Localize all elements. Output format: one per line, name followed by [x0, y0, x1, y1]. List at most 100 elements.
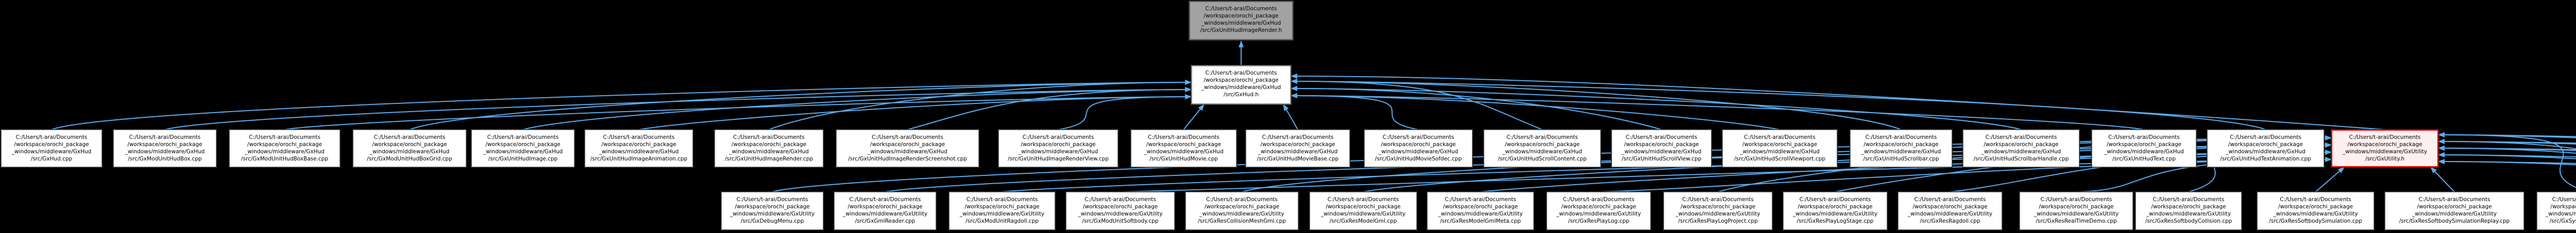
path-line: /src/GxModUnitHudBoxBase.cpp [241, 156, 329, 162]
path-line: _windows/middleware/GxHud [1018, 149, 1098, 155]
graph-node-GxUnitHudMovieBase[interactable]: C:/Users/t-arai/Documents/workspace/oroc… [1245, 129, 1350, 168]
graph-node-GxResSoftbodyCollision[interactable]: C:/Users/t-arai/Documents/workspace/oroc… [2135, 191, 2242, 230]
path-line: /src/GxResPlayLogProject.cpp [1678, 218, 1758, 224]
path-line: /workspace/orochi_package [2039, 204, 2114, 210]
path-line: /workspace/orochi_package [2550, 204, 2576, 210]
graph-node-GxUnitHudMovie[interactable]: C:/Users/t-arai/Documents/workspace/oroc… [1130, 129, 1237, 168]
graph-node-GxResRagdoll[interactable]: C:/Users/t-arai/Documents/workspace/oroc… [1897, 191, 2003, 230]
path-line: _windows/middleware/GxUtility [959, 211, 1045, 217]
path-line: C:/Users/t-arai/Documents [966, 196, 1038, 203]
path-line: _windows/middleware/GxHud [1621, 149, 1702, 155]
graph-node-GxUnitHudImageRenderView[interactable]: C:/Users/t-arai/Documents/workspace/oroc… [998, 129, 1118, 168]
graph-node-GxUnitHudScrollView[interactable]: C:/Users/t-arai/Documents/workspace/oroc… [1611, 129, 1712, 168]
graph-node-GxResModelGml[interactable]: C:/Users/t-arai/Documents/workspace/oroc… [1309, 191, 1417, 230]
path-line: C:/Users/t-arai/Documents [2040, 196, 2112, 203]
path-line: /src/GxUnitHudImage.cpp [488, 156, 558, 162]
path-line: C:/Users/t-arai/Documents [1148, 134, 1219, 140]
path-line: /workspace/orochi_package [731, 141, 807, 148]
graph-node-GxUnitHudText[interactable]: C:/Users/t-arai/Documents/workspace/oroc… [2091, 129, 2197, 168]
path-line: /src/GxUnitHudScrollbarHandle.cpp [1973, 156, 2069, 162]
graph-node-GxModUnitHudBox[interactable]: C:/Users/t-arai/Documents/workspace/oroc… [113, 129, 217, 168]
path-line: _windows/middleware/GxHud [2226, 149, 2306, 155]
path-line: _windows/middleware/GxHud [1861, 149, 1941, 155]
graph-node-GxResCollisionMeshGml[interactable]: C:/Users/t-arai/Documents/workspace/oroc… [1185, 191, 1299, 230]
graph-node-GxSysStagePlayLog[interactable]: C:/Users/t-arai/Documents/workspace/oroc… [2536, 191, 2576, 230]
path-line: _windows/middleware/GxHud [125, 149, 205, 155]
path-line: C:/Users/t-arai/Documents [736, 196, 808, 203]
graph-node-GxUnitHudImageAnimation[interactable]: C:/Users/t-arai/Documents/workspace/oroc… [584, 129, 693, 168]
graph-node-GxResPlayLogProject[interactable]: C:/Users/t-arai/Documents/workspace/oroc… [1663, 191, 1773, 230]
graph-node-GxUnitHudTextAnimation[interactable]: C:/Users/t-arai/Documents/workspace/oroc… [2207, 129, 2325, 168]
graph-node-GxResPlayLog[interactable]: C:/Users/t-arai/Documents/workspace/oroc… [1546, 191, 1651, 230]
path-line: /src/GxUnitHudScrollContent.cpp [1498, 156, 1587, 162]
path-line: /src/GxUnitHudScrollView.cpp [1621, 156, 1702, 162]
graph-node-GxModUnitRagdoll[interactable]: C:/Users/t-arai/Documents/workspace/oroc… [948, 191, 1056, 230]
path-line: _windows/middleware/GxHud [369, 149, 450, 155]
path-line: C:/Users/t-arai/Documents [2418, 196, 2490, 203]
path-line: _windows/middleware/GxUtility [1078, 211, 1163, 217]
path-line: C:/Users/t-arai/Documents [1327, 196, 1399, 203]
path-line: _windows/middleware/GxUtility [1199, 211, 1284, 217]
path-line: /src/GxUnitHudImageRenderScreenshot.cpp [848, 156, 967, 162]
path-line: C:/Users/t-arai/Documents [1506, 134, 1578, 140]
path-line: /workspace/orochi_package [964, 204, 1040, 210]
path-line: /workspace/orochi_package [14, 141, 89, 148]
path-line: /workspace/orochi_package [1624, 141, 1699, 148]
path-line: C:/Users/t-arai/Documents [1914, 196, 1986, 203]
path-line: /workspace/orochi_package [1326, 204, 1401, 210]
graph-node-GxUnitHudImage[interactable]: C:/Users/t-arai/Documents/workspace/oroc… [471, 129, 575, 168]
path-line: C:/Users/t-arai/Documents [2108, 134, 2180, 140]
graph-node-GxResSoftbodySimulation[interactable]: C:/Users/t-arai/Documents/workspace/oroc… [2257, 191, 2375, 230]
graph-node-GxResSoftbodySimulationReplay[interactable]: C:/Users/t-arai/Documents/workspace/oroc… [2384, 191, 2524, 230]
path-line: C:/Users/t-arai/Documents [733, 134, 805, 140]
graph-node-GxUnitHudImageRender[interactable]: C:/Users/t-arai/Documents/workspace/oroc… [714, 129, 824, 168]
gxhud-header-node[interactable]: C:/Users/t-arai/Documents /workspace/oro… [1191, 65, 1292, 105]
path-line: /workspace/orochi_package [1443, 204, 1518, 210]
path-line: /src/GxUnitHudScrollbar.cpp [1863, 156, 1939, 162]
graph-node-GxModUnitHudBoxBase[interactable]: C:/Users/t-arai/Documents/workspace/oroc… [229, 129, 341, 168]
path-line: /src/GxModUnitRagdoll.cpp [965, 218, 1039, 224]
graph-node-GxModUnitHudBoxGrid[interactable]: C:/Users/t-arai/Documents/workspace/oroc… [352, 129, 467, 168]
graph-node-GxUnitHudImageRenderScreenshot[interactable]: C:/Users/t-arai/Documents/workspace/oroc… [836, 129, 979, 168]
path-line: C:/Users/t-arai/Documents [2230, 134, 2301, 140]
graph-node-GxResRealTimeDemo[interactable]: C:/Users/t-arai/Documents/workspace/oroc… [2019, 191, 2133, 230]
graph-node-GxGmlReader[interactable]: C:/Users/t-arai/Documents/workspace/oroc… [834, 191, 937, 230]
path-line: /src/GxResModelGml.cpp [1329, 218, 1397, 224]
path-line: _windows/middleware/GxUtility [1320, 211, 1406, 217]
graph-node-GxModUnitSoftbody[interactable]: C:/Users/t-arai/Documents/workspace/oroc… [1065, 191, 1175, 230]
path-line: C:/Users/t-arai/Documents [129, 134, 201, 140]
path-line: /src/GxUnitHudMovie.cpp [1149, 156, 1218, 162]
path-line: C:/Users/t-arai/Documents [1445, 196, 1516, 203]
graph-node-GxUnitHudScrollContent[interactable]: C:/Users/t-arai/Documents/workspace/oroc… [1483, 129, 1601, 168]
path-line: /src/GxResSoftbodySimulationReplay.cpp [2399, 218, 2510, 224]
root-file-node[interactable]: C:/Users/t-arai/Documents /workspace/oro… [1189, 1, 1294, 41]
graph-node-GxUnitHudScrollbarHandle[interactable]: C:/Users/t-arai/Documents/workspace/oroc… [1962, 129, 2080, 168]
path-line: /src/GxUnitHudMovieSofdec.cpp [1375, 156, 1462, 162]
path-line: _windows/middleware/GxUtility [2342, 149, 2428, 155]
path-line: /src/GxUnitHudImageRender.cpp [724, 156, 814, 162]
path-line: _windows/middleware/GxHud [1201, 20, 1281, 26]
graph-node-GxHud[interactable]: C:/Users/t-arai/Documents/workspace/oroc… [1, 129, 103, 168]
graph-node-GxResModelGmlMeta[interactable]: C:/Users/t-arai/Documents/workspace/oroc… [1427, 191, 1534, 230]
path-line: C:/Users/t-arai/Documents [2552, 196, 2576, 203]
path-line: /workspace/orochi_package [1984, 141, 2059, 148]
path-line: C:/Users/t-arai/Documents [849, 196, 921, 203]
graph-node-GxUnitHudMovieSofdec[interactable]: C:/Users/t-arai/Documents/workspace/oroc… [1364, 129, 1473, 168]
graph-node-GxUnitHudScrollbar[interactable]: C:/Users/t-arai/Documents/workspace/oroc… [1850, 129, 1953, 168]
path-line: /workspace/orochi_package [1082, 204, 1158, 210]
graph-node-GxUnitHudScrollViewport[interactable]: C:/Users/t-arai/Documents/workspace/oroc… [1722, 129, 1838, 168]
path-line: /src/GxResRagdoll.cpp [1920, 218, 1980, 224]
path-line: /src/GxUnitHudImageAnimation.cpp [590, 156, 688, 162]
path-line: _windows/middleware/GxUtility [2273, 211, 2358, 217]
path-line: /workspace/orochi_package [1260, 141, 1335, 148]
path-line: _windows/middleware/GxUtility [2146, 211, 2231, 217]
path-line: _windows/middleware/GxHud [729, 149, 809, 155]
path-line: /workspace/orochi_package [2228, 141, 2303, 148]
graph-node-GxResPlayLogStage[interactable]: C:/Users/t-arai/Documents/workspace/oroc… [1783, 191, 1888, 230]
path-line: C:/Users/t-arai/Documents [374, 134, 446, 140]
path-line: _windows/middleware/GxHud [1981, 149, 2061, 155]
graph-node-GxDebugMenu[interactable]: C:/Users/t-arai/Documents/workspace/oroc… [721, 191, 824, 230]
path-line: _windows/middleware/GxUtility [1438, 211, 1523, 217]
gxutility-header-node[interactable]: C:/Users/t-arai/Documents /workspace/oro… [2331, 129, 2439, 168]
path-line: _windows/middleware/GxHud [245, 149, 325, 155]
